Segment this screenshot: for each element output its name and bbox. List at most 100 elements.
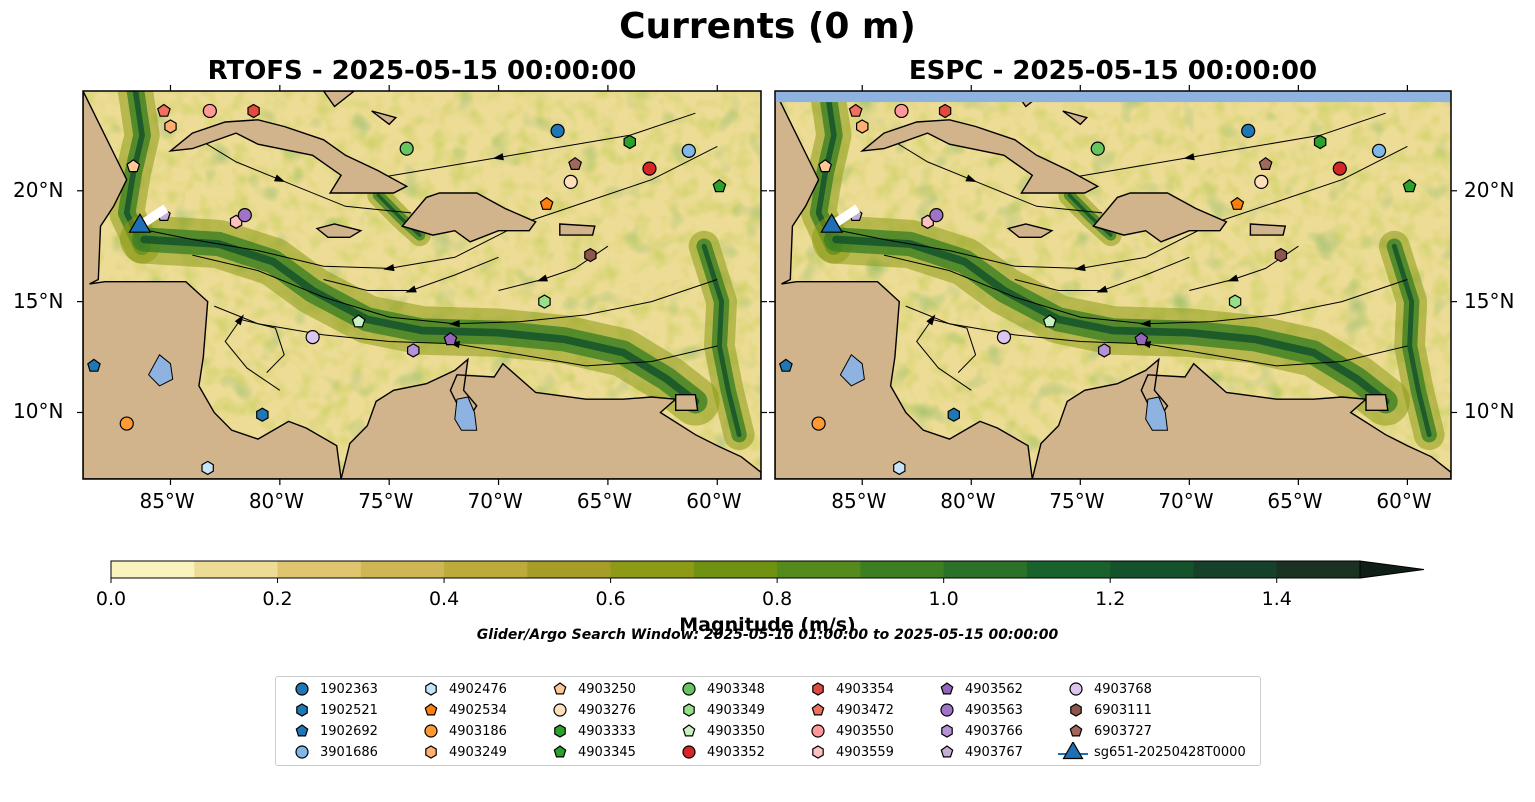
legend-marker (554, 724, 566, 738)
legend-marker (683, 703, 695, 717)
legend-label: 4903345 (578, 744, 636, 760)
figure-title: Currents (0 m) (619, 6, 916, 47)
legend-item: 4903563 (929, 700, 1023, 720)
legend-marker (941, 724, 953, 738)
land (168, 119, 409, 194)
rtofs-map-title: RTOFS - 2025-05-15 00:00:00 (207, 56, 637, 86)
current-jet-core (832, 235, 1390, 406)
land (371, 110, 398, 126)
legend-marker-icon (1069, 682, 1083, 696)
x-tick-label: 80°W (248, 489, 305, 513)
float-marker-1902363 (550, 123, 565, 139)
legend-item: 6903111 (1058, 700, 1152, 720)
legend-marker-icon (295, 745, 309, 759)
land (859, 119, 1100, 194)
legend-marker (811, 724, 825, 738)
land (315, 223, 363, 239)
x-tick-label: 65°W (576, 489, 633, 513)
legend-label: 4903550 (836, 723, 894, 739)
colorbar-segment (194, 561, 279, 578)
x-tick-label: 65°W (1267, 489, 1323, 513)
espc-map-panel (769, 85, 1457, 485)
lake (454, 396, 478, 431)
float-marker-4903345 (1402, 179, 1417, 193)
legend-label: 4903250 (578, 681, 636, 697)
float-marker-1902521 (256, 407, 269, 422)
legend-label: 4903333 (578, 723, 636, 739)
legend-label: sg651-20250428T0000 (1094, 744, 1246, 760)
legend-label: 4903354 (836, 681, 894, 697)
x-tick-label: 75°W (358, 489, 414, 513)
float-marker-1902692 (778, 358, 793, 372)
float-marker-1902692 (87, 358, 101, 372)
colorbar-segment (444, 561, 528, 578)
legend-label: 1902363 (320, 681, 378, 697)
float-marker-4903276 (1254, 174, 1269, 190)
float-marker-4903562 (1134, 332, 1149, 346)
glider-track (142, 204, 169, 226)
legend-item: 4903348 (671, 679, 765, 699)
float-marker-6903727 (568, 156, 583, 170)
y-tick-label: 20°N (13, 177, 64, 202)
colorbar-segment (1276, 561, 1361, 578)
colorbar-segment (943, 561, 1028, 578)
streamline-arrow (234, 314, 244, 326)
map-frame (774, 90, 1452, 480)
float-marker-4903768 (305, 330, 320, 345)
legend-marker (295, 745, 309, 759)
legend-label: 4903767 (965, 744, 1023, 760)
legend-marker-icon (295, 724, 309, 737)
legend-item: 4903276 (542, 700, 636, 720)
glider-marker (128, 213, 152, 233)
legend-marker (553, 682, 567, 695)
colorbar-segment (610, 561, 695, 578)
colorbar-segment (860, 561, 945, 578)
float-marker-4903472 (848, 103, 863, 117)
legend-label: 1902692 (320, 723, 378, 739)
legend-marker (295, 682, 309, 696)
float-marker-4903348 (399, 141, 414, 156)
land (1062, 110, 1089, 126)
colorbar-tick-label: 0.4 (428, 588, 460, 610)
legend-label: 4903766 (965, 723, 1023, 739)
streamline-arrow (383, 264, 395, 272)
land (1092, 192, 1228, 243)
legend-item: 4903345 (542, 742, 636, 762)
land (775, 91, 1034, 479)
legend-marker-icon (296, 703, 308, 717)
float-marker-4903250 (126, 159, 141, 173)
legend-label: 4903472 (836, 702, 894, 718)
legend-marker-icon (683, 703, 695, 717)
colorbar-segment (360, 561, 445, 578)
lake (1145, 396, 1169, 431)
x-tick-label: 85°W (831, 489, 887, 513)
map-frame (82, 90, 762, 480)
legend-marker (424, 703, 438, 716)
legend-label: 4903563 (965, 702, 1023, 718)
legend-label: 6903111 (1094, 702, 1152, 718)
legend-item: 4903333 (542, 721, 636, 741)
float-marker-4903768 (996, 330, 1012, 345)
legend-marker-icon (811, 724, 825, 738)
y-tick-label: 15°N (1464, 288, 1515, 313)
x-tick-label: 60°W (1376, 489, 1432, 513)
legend-marker-icon (811, 703, 825, 716)
legend-item: 3901686 (284, 742, 378, 762)
colorbar-tick-label: 0.2 (262, 588, 293, 610)
legend-marker (682, 745, 696, 759)
legend-marker (812, 745, 824, 759)
colorbar-tick-label: 0.6 (595, 588, 626, 610)
legend-marker-icon (1070, 703, 1082, 717)
float-marker-6903111 (1274, 247, 1288, 263)
legend-marker-icon (682, 724, 696, 737)
float-marker-4903333 (623, 134, 637, 150)
land (401, 192, 537, 243)
streamline-arrow (536, 274, 548, 282)
legend-item: 1902363 (284, 679, 378, 699)
streamline-arrow (1139, 320, 1151, 328)
x-tick-label: 75°W (1049, 489, 1105, 513)
float-marker-4903354 (247, 103, 260, 119)
float-marker-1902521 (947, 407, 961, 422)
legend-marker-icon (295, 682, 309, 696)
